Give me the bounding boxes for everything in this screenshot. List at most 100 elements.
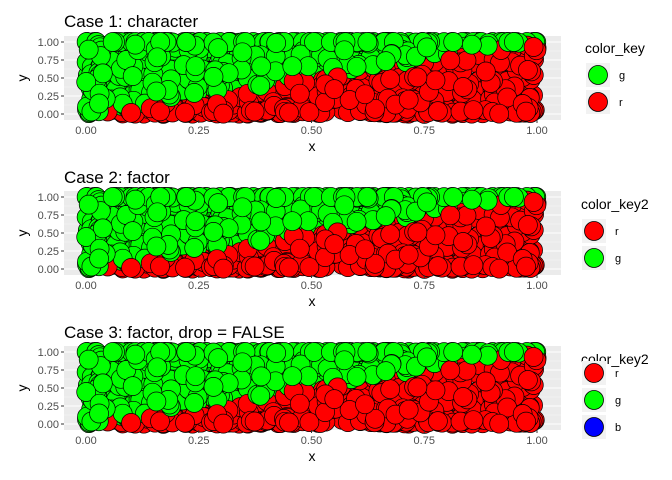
data-point xyxy=(289,83,310,104)
y-tick-label: 0.75 xyxy=(38,55,59,67)
y-tick-label: 0.25 xyxy=(38,246,59,258)
data-point xyxy=(184,83,205,103)
data-point xyxy=(121,413,141,433)
y-tick-label: 0.00 xyxy=(38,264,59,276)
data-point xyxy=(289,393,310,414)
data-point xyxy=(355,84,375,105)
data-point xyxy=(463,100,484,121)
data-point xyxy=(244,411,265,432)
data-point xyxy=(398,244,419,265)
y-tick-label: 0.00 xyxy=(38,109,59,121)
data-point xyxy=(89,93,109,114)
data-point xyxy=(147,202,168,223)
x-tick-label: 0.50 xyxy=(301,435,322,447)
y-tick-label: 0.75 xyxy=(38,365,59,377)
data-point xyxy=(176,187,197,207)
data-point xyxy=(122,221,143,241)
points-layer xyxy=(76,187,547,279)
data-point xyxy=(125,34,146,55)
data-point xyxy=(121,103,141,123)
data-point xyxy=(489,258,510,279)
data-point xyxy=(304,187,324,207)
data-point xyxy=(176,32,197,52)
x-axis-label: x xyxy=(309,138,316,154)
data-point xyxy=(279,102,299,123)
data-point xyxy=(425,70,446,91)
data-point xyxy=(324,389,345,409)
data-point xyxy=(185,366,206,387)
data-point xyxy=(279,257,299,278)
legend-label: g xyxy=(615,253,621,265)
data-point xyxy=(443,187,464,207)
legend-label: g xyxy=(615,395,621,407)
data-point xyxy=(462,34,482,55)
data-point xyxy=(279,412,299,433)
data-point xyxy=(453,387,473,407)
x-tick-label: 0.75 xyxy=(414,280,435,292)
y-tick-label: 0.75 xyxy=(38,210,59,222)
points-layer xyxy=(76,32,547,124)
data-point xyxy=(92,218,113,239)
data-point xyxy=(346,366,367,387)
data-point xyxy=(398,89,419,110)
data-point xyxy=(380,224,401,245)
data-point xyxy=(523,37,544,57)
data-point xyxy=(122,66,143,86)
x-tick-label: 0.75 xyxy=(414,435,435,447)
data-point xyxy=(489,413,510,434)
data-point xyxy=(203,222,224,242)
data-point xyxy=(357,342,378,362)
legend: r g b xyxy=(582,361,621,439)
data-point xyxy=(357,32,378,52)
data-point xyxy=(463,410,484,431)
y-tick-label: 0.50 xyxy=(38,383,59,395)
legend: gr xyxy=(586,63,625,114)
x-tick-label: 0.00 xyxy=(75,280,96,292)
data-point xyxy=(208,38,228,58)
data-point xyxy=(282,56,303,77)
x-tick-label: 0.50 xyxy=(301,280,322,292)
data-point xyxy=(453,77,473,97)
data-point xyxy=(407,222,428,243)
data-point xyxy=(175,412,195,433)
legend-key-b xyxy=(584,417,604,437)
data-point xyxy=(516,101,536,122)
data-point xyxy=(282,211,303,232)
data-point xyxy=(203,67,224,87)
data-point xyxy=(440,205,461,226)
data-point xyxy=(346,56,367,77)
data-point xyxy=(213,103,234,124)
data-point xyxy=(417,192,437,213)
y-tick-label: 0.50 xyxy=(38,228,59,240)
data-point xyxy=(304,342,324,362)
data-point xyxy=(407,67,428,88)
data-point xyxy=(251,366,272,387)
legend-label: r xyxy=(615,226,619,238)
data-point xyxy=(398,399,419,420)
data-point xyxy=(440,50,461,71)
data-point xyxy=(122,376,143,396)
legend-key-r xyxy=(584,221,604,241)
y-tick-label: 0.25 xyxy=(38,401,59,413)
data-point xyxy=(475,61,496,82)
data-point xyxy=(175,257,195,278)
legend-key-r xyxy=(588,92,608,112)
legend-label: b xyxy=(615,422,621,434)
data-point xyxy=(417,347,437,368)
data-point xyxy=(147,47,168,68)
data-point xyxy=(407,377,428,398)
data-point xyxy=(185,56,206,77)
data-point xyxy=(125,344,146,365)
chart-panel-1: Case 1: character 0.00 0.25 0.50 0.75 1.000.… xyxy=(14,12,645,154)
y-axis-label: y xyxy=(14,230,30,237)
data-point xyxy=(380,69,401,90)
data-point xyxy=(266,188,287,208)
data-point xyxy=(282,366,303,387)
x-tick-label: 0.50 xyxy=(301,125,322,137)
data-point xyxy=(428,256,448,276)
chart-title: Case 3: factor, drop = FALSE xyxy=(64,323,285,342)
data-point xyxy=(355,239,375,260)
data-point xyxy=(213,258,234,279)
data-point xyxy=(121,258,141,278)
